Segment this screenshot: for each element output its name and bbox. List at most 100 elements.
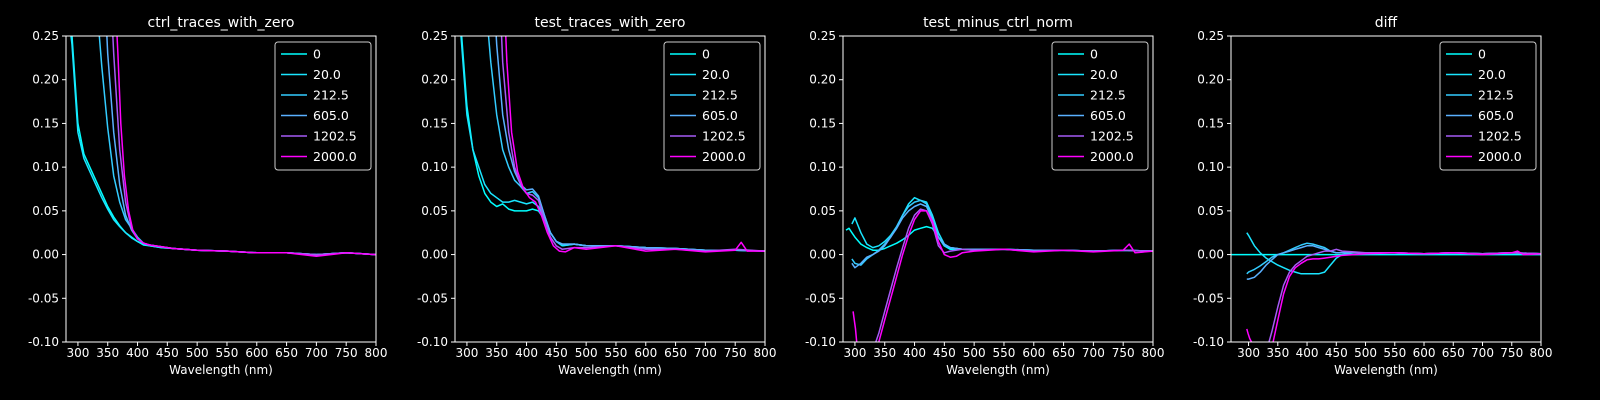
y-tick-label: -0.10: [28, 335, 59, 349]
x-tick-label: 550: [605, 346, 628, 360]
y-tick-label: 0.00: [809, 248, 836, 262]
legend-label: 605.0: [313, 108, 349, 123]
legend-label: 0: [1090, 47, 1098, 62]
x-tick-label: 450: [933, 346, 956, 360]
legend-label: 2000.0: [1478, 149, 1522, 164]
x-tick-label: 750: [724, 346, 747, 360]
x-tick-label: 750: [1500, 346, 1523, 360]
legend-label: 212.5: [313, 88, 349, 103]
legend-label: 20.0: [702, 67, 730, 82]
x-tick-label: 300: [66, 346, 89, 360]
x-tick-label: 800: [1530, 346, 1553, 360]
chart-panel-4: 300 350 400 450 500 550 600 650 700 750 800 -0.10 -0…: [1193, 15, 1553, 377]
x-tick-label: 500: [186, 346, 209, 360]
y-tick-label: 0.05: [1197, 204, 1224, 218]
x-tick-label: 700: [1471, 346, 1494, 360]
y-tick-label: -0.10: [1193, 335, 1224, 349]
series-line-2000-0: [116, 36, 376, 258]
series-group: [845, 196, 1153, 342]
series-line-segment-6: [1246, 328, 1253, 342]
legend: 0 20.0 212.5 605.0 1202.5 2000.0: [1051, 41, 1149, 171]
y-tick-label: 0.10: [421, 160, 448, 174]
y-tick-label: 0.15: [32, 116, 59, 130]
legend-label: 212.5: [1090, 88, 1126, 103]
x-tick-label: 750: [335, 346, 358, 360]
legend-label: 212.5: [1478, 88, 1514, 103]
y-tick-label: -0.05: [805, 291, 836, 305]
y-tick-label: 0.20: [809, 73, 836, 87]
y-tick-label: -0.05: [1193, 291, 1224, 305]
x-tick-label: 400: [1296, 346, 1319, 360]
series-line-2000-0: [1272, 250, 1541, 342]
x-tick-label: 750: [1112, 346, 1135, 360]
y-tick-label: -0.10: [417, 335, 448, 349]
legend-label: 2000.0: [1090, 149, 1134, 164]
x-tick-label: 650: [1052, 346, 1075, 360]
x-tick-label: 400: [515, 346, 538, 360]
series-group: [1231, 232, 1541, 342]
y-tick-label: 0.25: [809, 29, 836, 43]
x-tick-label: 300: [843, 346, 866, 360]
x-tick-label: 550: [216, 346, 239, 360]
y-tick-label: 0.20: [421, 73, 448, 87]
y-tick-label: 0.00: [32, 248, 59, 262]
legend-label: 1202.5: [1090, 129, 1134, 144]
x-axis-label: Wavelength (nm): [169, 363, 273, 377]
plot-frame: [454, 35, 766, 343]
series-line-2000-0: [878, 210, 1153, 342]
legend-label: 20.0: [1090, 67, 1118, 82]
x-tick-label: 700: [305, 346, 328, 360]
y-tick-label: 0.05: [32, 204, 59, 218]
legend-label: 0: [1478, 47, 1486, 62]
x-tick-label: 650: [275, 346, 298, 360]
plot-frame: [842, 35, 1154, 343]
x-tick-label: 300: [1237, 346, 1260, 360]
x-tick-label: 350: [485, 346, 508, 360]
legend-label: 212.5: [702, 88, 738, 103]
chart-title: diff: [1375, 15, 1398, 31]
legend-label: 2000.0: [702, 149, 746, 164]
x-tick-label: 350: [1266, 346, 1289, 360]
series-group: [70, 36, 376, 258]
x-tick-label: 800: [365, 346, 388, 360]
x-tick-label: 650: [1442, 346, 1465, 360]
series-line-segment-6: [852, 311, 858, 342]
y-tick-label: 0.20: [32, 73, 59, 87]
legend: 0 20.0 212.5 605.0 1202.5 2000.0: [1439, 41, 1537, 171]
x-tick-label: 500: [575, 346, 598, 360]
chart-title: test_minus_ctrl_norm: [923, 15, 1073, 31]
y-tick-label: 0.00: [421, 248, 448, 262]
x-tick-label: 650: [664, 346, 687, 360]
chart-panel-2: 300 350 400 450 500 550 600 650 700 750 800 -0.10 -0…: [417, 15, 777, 377]
legend-label: 1202.5: [1478, 129, 1522, 144]
y-tick-label: 0.15: [421, 116, 448, 130]
series-group: [460, 36, 765, 253]
x-tick-label: 800: [754, 346, 777, 360]
chart-panel-1: 300 350 400 450 500 550 600 650 700 750 800 -0.10 -0…: [28, 15, 388, 377]
x-tick-label: 700: [694, 346, 717, 360]
x-axis-label: Wavelength (nm): [946, 363, 1050, 377]
x-tick-label: 500: [963, 346, 986, 360]
x-axis-label: Wavelength (nm): [1334, 363, 1438, 377]
y-tick-label: 0.25: [421, 29, 448, 43]
y-tick-label: 0.25: [1197, 29, 1224, 43]
y-tick-label: -0.05: [417, 291, 448, 305]
x-tick-label: 550: [1383, 346, 1406, 360]
y-tick-label: -0.05: [28, 291, 59, 305]
y-tick-label: -0.10: [805, 335, 836, 349]
x-tick-label: 600: [634, 346, 657, 360]
chart-title: test_traces_with_zero: [535, 15, 686, 31]
x-tick-label: 450: [156, 346, 179, 360]
legend: 0 20.0 212.5 605.0 1202.5 2000.0: [663, 41, 761, 171]
y-tick-label: 0.10: [32, 160, 59, 174]
x-tick-label: 500: [1354, 346, 1377, 360]
x-tick-label: 600: [245, 346, 268, 360]
legend-label: 605.0: [702, 108, 738, 123]
chart-title: ctrl_traces_with_zero: [148, 15, 295, 31]
y-tick-label: 0.00: [1197, 248, 1224, 262]
legend-label: 605.0: [1478, 108, 1514, 123]
x-tick-label: 400: [903, 346, 926, 360]
x-tick-label: 700: [1082, 346, 1105, 360]
x-tick-label: 350: [873, 346, 896, 360]
